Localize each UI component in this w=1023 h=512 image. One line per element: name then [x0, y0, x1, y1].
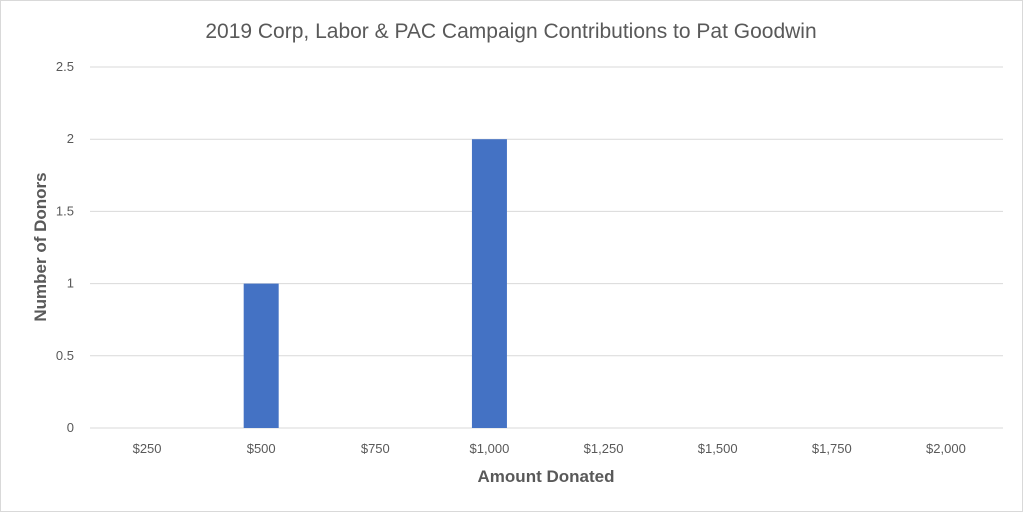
y-tick-label: 0.5	[56, 348, 74, 363]
y-tick-label: 2.5	[56, 59, 74, 74]
x-tick-label: $2,000	[926, 441, 966, 456]
chart-title: 2019 Corp, Labor & PAC Campaign Contribu…	[205, 20, 816, 43]
x-tick-label: $1,750	[812, 441, 852, 456]
x-tick-label: $1,250	[584, 441, 624, 456]
gridlines	[90, 66, 1003, 429]
x-tick-label: $250	[133, 441, 162, 456]
bar	[471, 139, 507, 428]
x-tick-label: $1,500	[698, 441, 738, 456]
x-tick-label: $750	[361, 441, 390, 456]
y-tick-label: 0	[67, 420, 74, 435]
bar	[243, 283, 279, 428]
x-axis-title: Amount Donated	[478, 467, 615, 486]
x-tick-label: $1,000	[470, 441, 510, 456]
y-tick-label: 2	[67, 131, 74, 146]
bars	[243, 139, 507, 428]
y-axis-ticks: 0 0.5 1 1.5 2 2.5	[56, 59, 74, 435]
y-tick-label: 1.5	[56, 203, 74, 218]
x-axis-ticks: $250 $500 $750 $1,000 $1,250 $1,500 $1,750 $2,0…	[133, 441, 966, 456]
y-tick-label: 1	[67, 276, 74, 291]
x-tick-label: $500	[247, 441, 276, 456]
y-axis-title: Number of Donors	[31, 172, 50, 321]
